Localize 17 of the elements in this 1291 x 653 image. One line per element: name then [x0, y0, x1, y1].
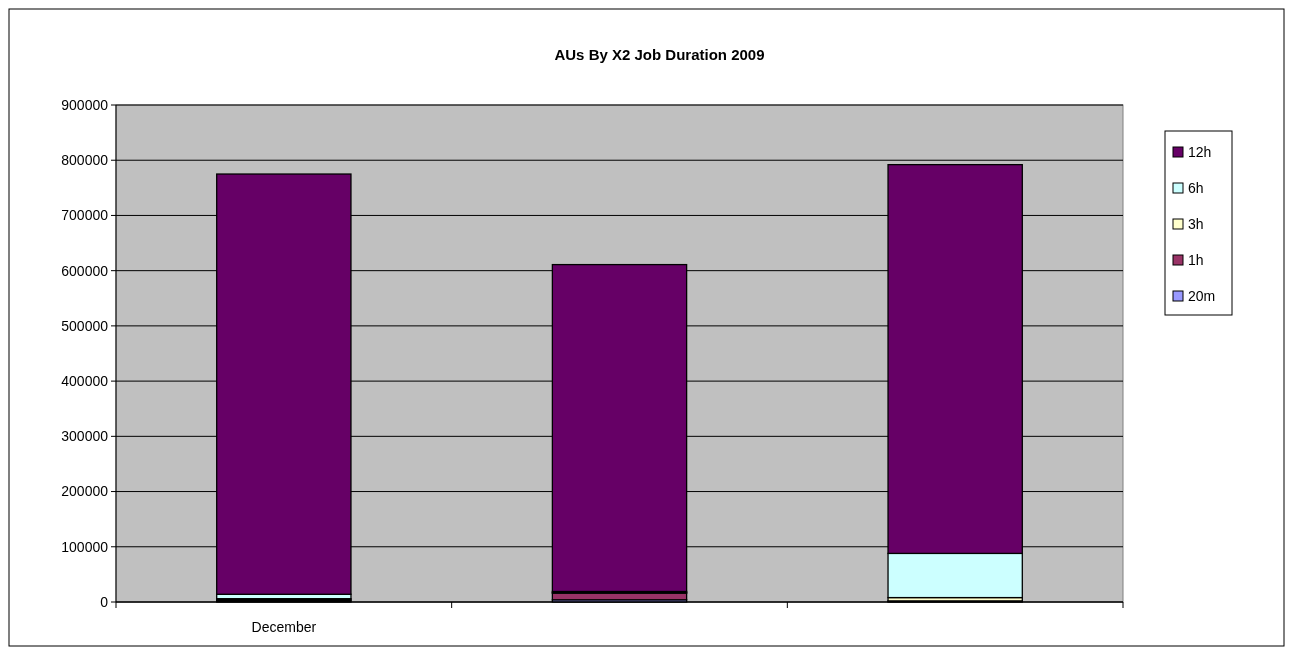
- legend-label: 20m: [1188, 287, 1216, 304]
- y-tick-label: 0: [100, 593, 109, 610]
- y-tick-label: 800000: [61, 152, 109, 169]
- y-tick-label: 300000: [61, 428, 109, 445]
- y-tick-label: 100000: [61, 538, 109, 555]
- legend-label: 3h: [1188, 215, 1204, 232]
- y-tick-label: 900000: [61, 96, 109, 113]
- legend-label: 6h: [1188, 179, 1204, 196]
- chart-title: AUs By X2 Job Duration 2009: [554, 46, 765, 63]
- y-tick-label: 200000: [61, 483, 109, 500]
- y-tick-label: 600000: [61, 262, 109, 279]
- y-tick-label: 500000: [61, 317, 109, 334]
- x-tick-label: December: [251, 619, 317, 635]
- legend-label: 1h: [1188, 251, 1204, 268]
- legend-label: 12h: [1188, 143, 1212, 160]
- y-tick-label: 700000: [61, 207, 109, 224]
- y-tick-label: 400000: [61, 373, 109, 390]
